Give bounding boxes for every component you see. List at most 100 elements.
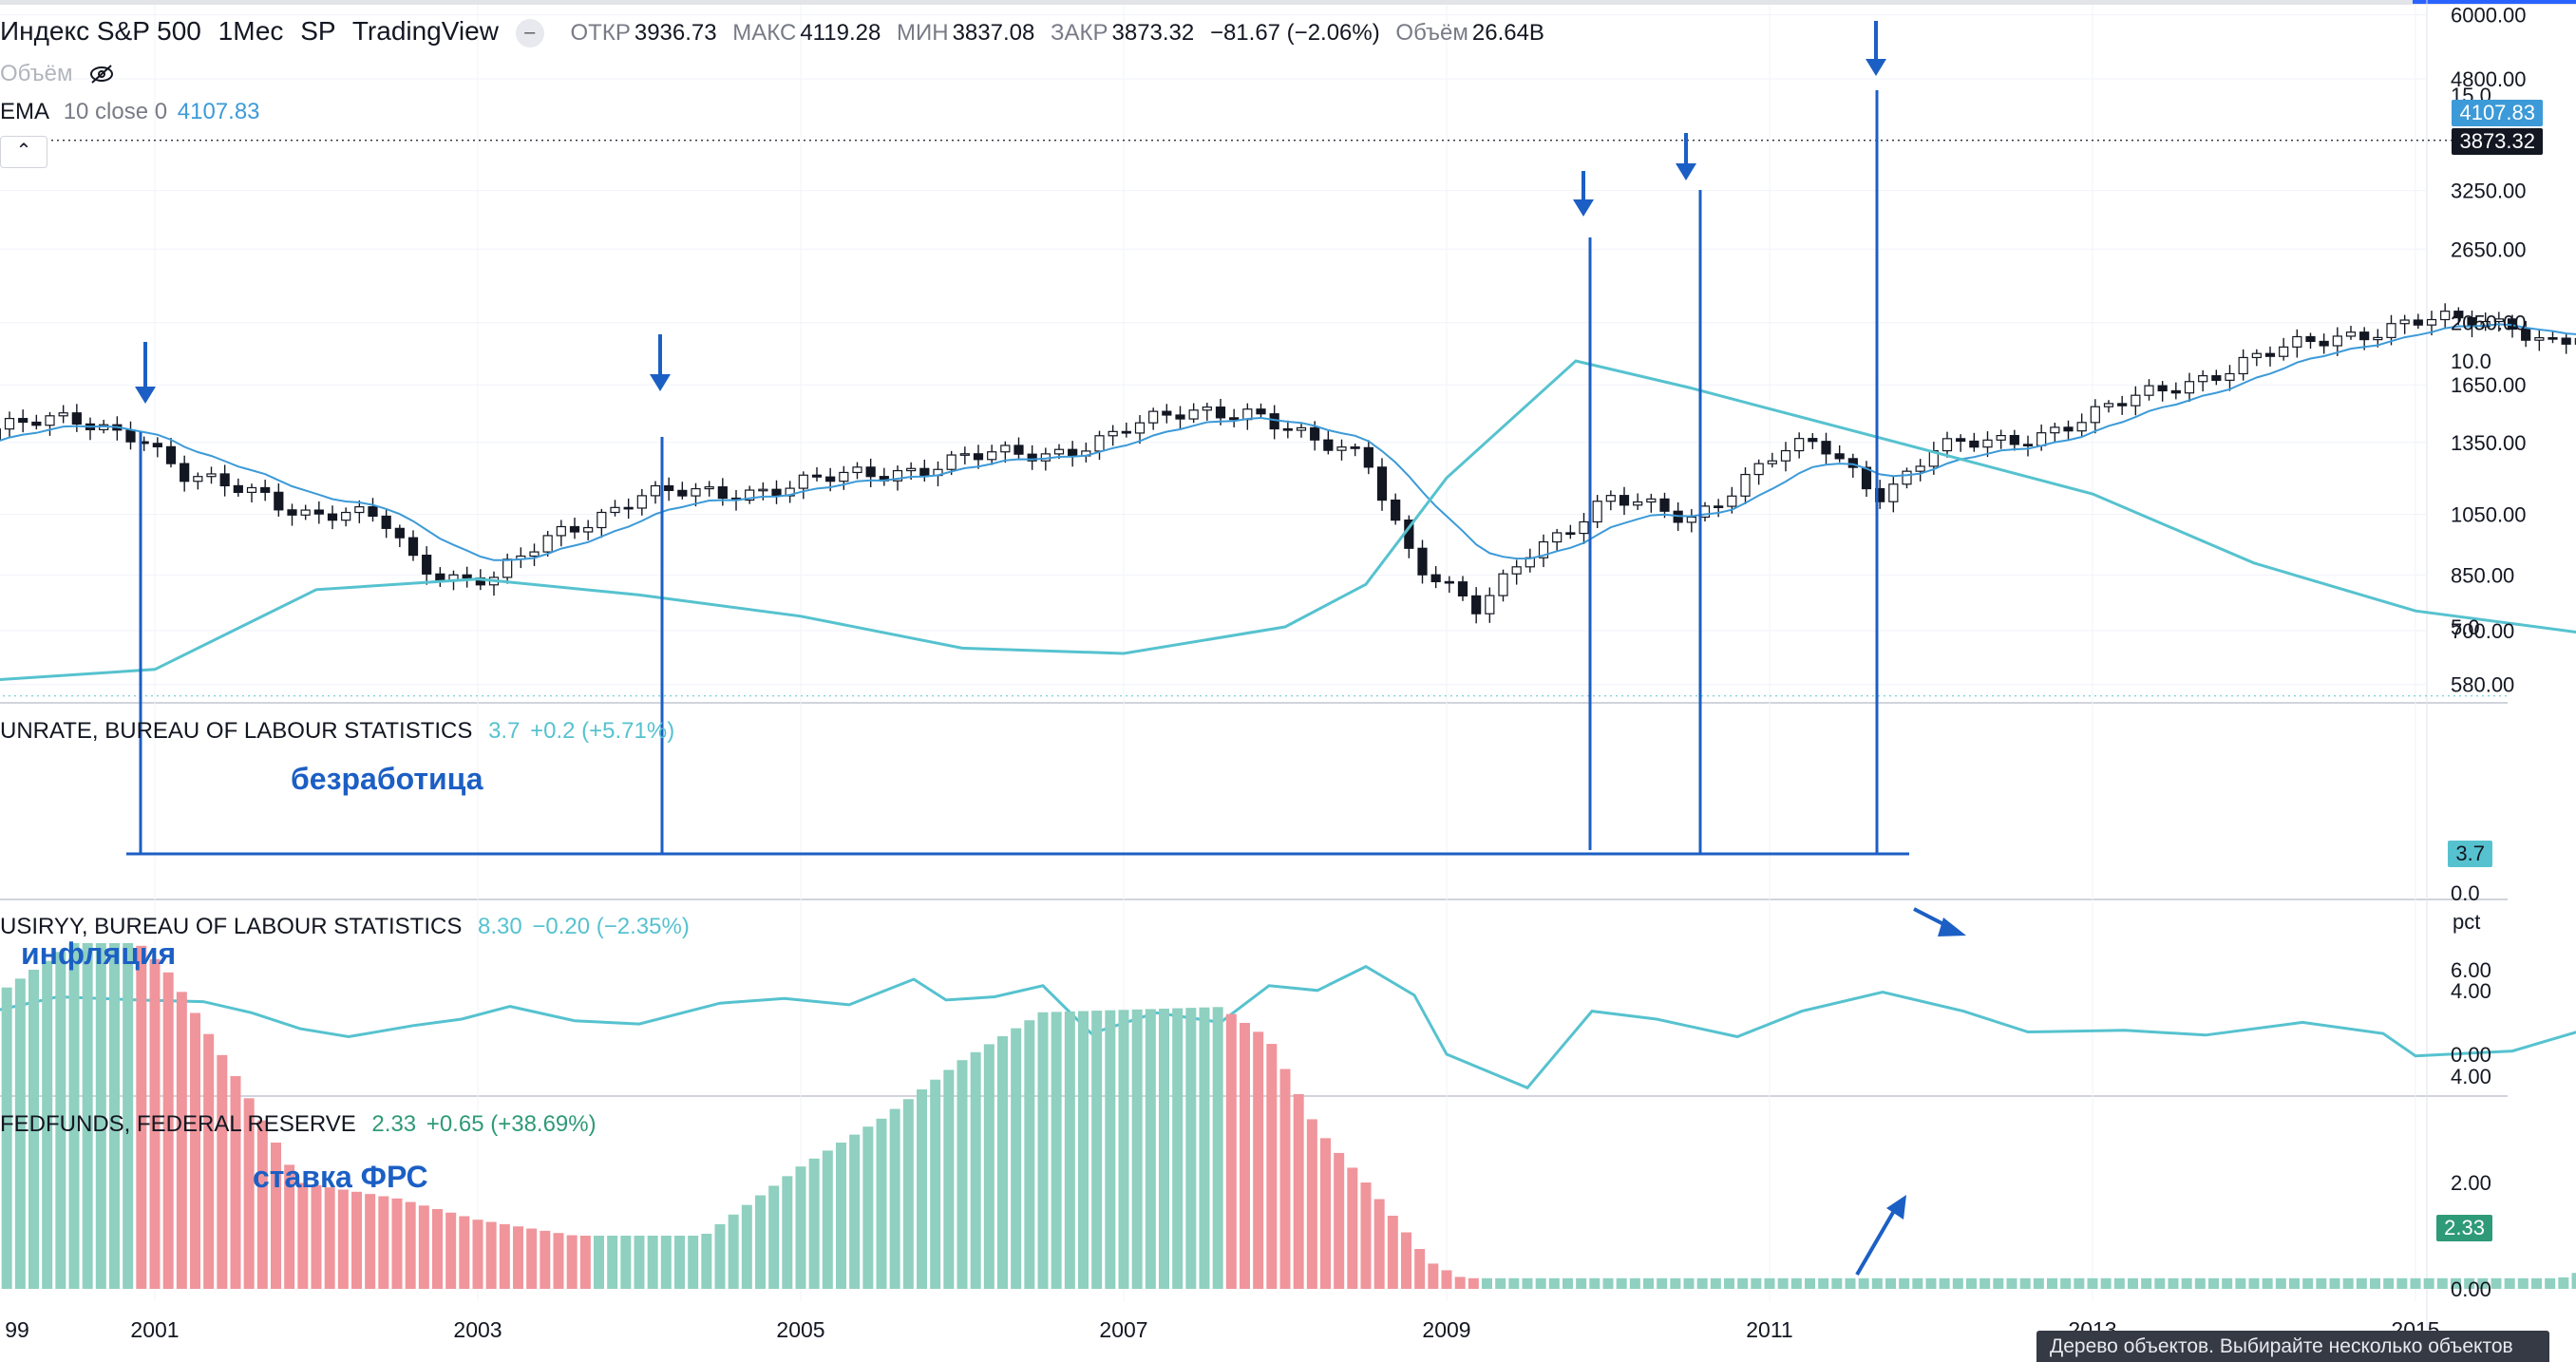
fedfunds-bar [378,1196,389,1289]
candle-body [1417,547,1428,576]
fedfunds-bar [1253,1031,1264,1289]
fedfunds-bar [190,1012,200,1289]
volume-toggle-label[interactable]: Объём [0,61,73,86]
candle-body [1457,581,1468,596]
time-axis-label: 99 [5,1317,29,1342]
volume-label: Объём [1395,20,1468,46]
fedfunds-bar [1939,1277,1950,1289]
candle-body [165,445,177,464]
usiryy-legend[interactable]: USIRYY, BUREAU OF LABOUR STATISTICS 8.30… [0,913,699,941]
price-pane [0,140,2576,624]
fedfunds-bar [230,1076,241,1289]
unrate-pane [0,359,2576,697]
fedfunds-bar [1454,1277,1466,1289]
candle-body [2399,319,2410,325]
candle-body [300,509,311,516]
candle-body [313,509,324,515]
fedfunds-bar [943,1069,955,1289]
candle-body [2264,352,2276,357]
ema-legend[interactable]: EMA 10 close 0 4107.83 [0,98,270,126]
candle-body [1471,595,1482,615]
candle-body [1740,473,1751,497]
fedfunds-bar [513,1226,523,1289]
candle-body [1511,566,1522,575]
candle-body [906,467,917,472]
fedfunds-name[interactable]: FEDFUNDS, FEDERAL RESERVE [0,1111,356,1137]
candle-body [1646,498,1657,503]
fedfunds-bar [1212,1007,1223,1289]
candle-body [704,486,714,490]
volume-legend[interactable]: Объём [0,60,115,88]
collapse-legend-button[interactable]: ⌃ [0,136,47,168]
candle-body [2103,403,2114,407]
inflation-annotation[interactable]: инфляция [21,936,177,971]
volume-value: 26.64B [1471,20,1544,46]
open-label: ОТКР [570,20,631,46]
candle-body [1821,441,1831,455]
unemployment-annotation[interactable]: безработица [291,762,483,796]
fedfunds-bar [1199,1007,1210,1289]
candle-body [1134,422,1146,434]
open-value: 3936.73 [634,20,717,46]
candle-body [919,467,930,477]
down-arrow-head [1573,199,1594,217]
ema-name[interactable]: EMA [0,99,50,124]
fedfunds-bar [2047,1277,2057,1289]
fedfunds-bar [95,943,106,1289]
legend-more-button[interactable]: – [515,19,544,47]
usiryy-name[interactable]: USIRYY, BUREAU OF LABOUR STATISTICS [0,914,463,939]
fedfunds-bar [2423,1277,2434,1289]
candle-body [233,484,243,493]
fedfunds-bar [607,1236,618,1289]
candle-body [1834,453,1845,460]
unrate-name[interactable]: UNRATE, BUREAU OF LABOUR STATISTICS [0,718,473,744]
fedfunds-bar [109,943,120,1289]
fedfunds-bar [1011,1028,1022,1289]
usiryy-value: 8.30 [478,914,522,939]
candle-body [556,525,566,537]
time-axis-label: 2009 [1422,1317,1470,1342]
main-legend[interactable]: Индекс S&P 500 1Мес SP TradingView – ОТК… [0,17,1563,47]
fedfunds-bar [1334,1152,1345,1289]
candle-body [206,473,217,478]
fedfunds-bar [1347,1167,1358,1289]
fedfunds-bar [1414,1249,1426,1289]
fedfunds-legend[interactable]: FEDFUNDS, FEDERAL RESERVE 2.33 +0.65 (+3… [0,1110,606,1139]
fedfunds-bar [1482,1277,1492,1289]
candle-body [2534,337,2545,341]
candle-body [2238,356,2248,375]
fedfunds-bar [2248,1277,2260,1289]
object-tree-tooltip: Дерево объектов. Выбирайте несколько объ… [2036,1331,2549,1362]
candle-body [758,488,768,492]
symbol-title[interactable]: Индекс S&P 500 [0,16,201,46]
fedfunds-bar [1105,1010,1116,1289]
candle-body [1444,580,1454,584]
candle-body [1094,435,1105,452]
eye-hidden-icon[interactable] [88,64,115,85]
fedfunds-bar [203,1033,215,1289]
candle-body [2090,406,2100,424]
fedfunds-bar [284,1164,295,1289]
candle-body [1753,463,1764,476]
fedfunds-bar [391,1198,403,1289]
candle-body [2319,340,2329,347]
unrate-legend[interactable]: UNRATE, BUREAU OF LABOUR STATISTICS 3.7 … [0,717,684,746]
fedfunds-bar [2451,1277,2461,1289]
fedfunds-bar [2275,1277,2286,1289]
fedfunds-bar [1441,1270,1452,1289]
fed-rate-annotation[interactable]: ставка ФРС [253,1160,428,1194]
candle-body [2480,320,2491,328]
candle-body [1108,430,1118,437]
usiryy-unit-label: pct [2453,910,2481,934]
candle-body [1121,430,1131,434]
interval-label[interactable]: 1Мес [218,16,284,46]
usiryy-line [0,964,2576,1090]
fedfunds-bar [1145,1009,1156,1289]
price-axis-label: 4800.00 [2451,67,2527,91]
fedfunds-bar [2356,1277,2367,1289]
candle-body [2131,394,2141,407]
usiryy-change: −0.20 (−2.35%) [532,914,690,939]
candle-body [2332,335,2342,347]
candle-body [597,511,607,529]
